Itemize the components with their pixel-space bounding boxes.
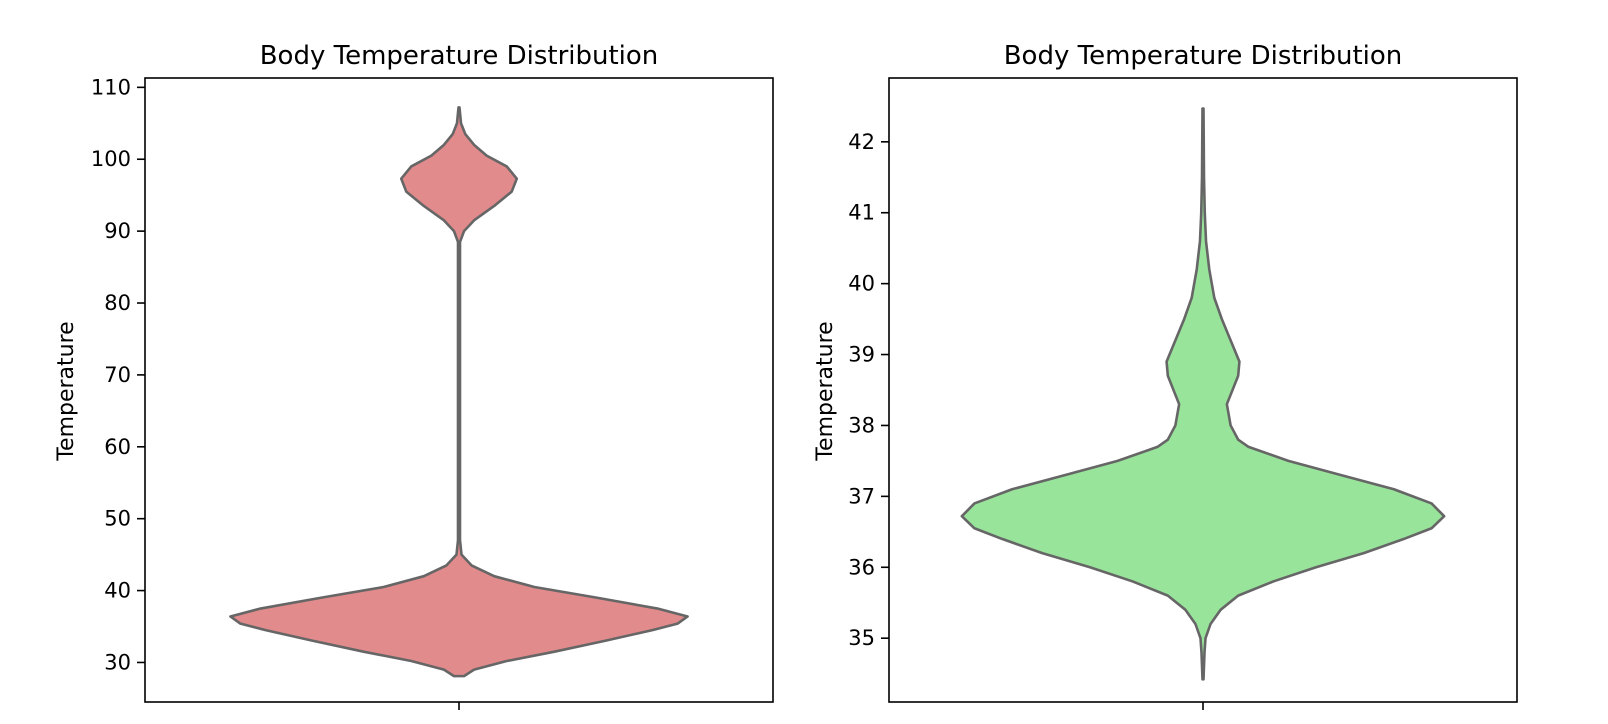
y-tick-label-left: 70 — [104, 363, 131, 387]
y-tick-label-right: 39 — [848, 343, 875, 367]
y-axis-label-right: Temperature — [813, 321, 838, 461]
chart-title-right: Body Temperature Distribution — [1004, 41, 1403, 71]
subplot-right: Body Temperature Distribution Temperatur… — [813, 41, 1518, 710]
y-axis-ticks-left: 30 40 50 60 70 80 90 100 110 — [91, 75, 145, 674]
y-tick-label-left: 90 — [104, 219, 131, 243]
subplot-left: Body Temperature Distribution Temperatur… — [54, 41, 774, 710]
chart-title-left: Body Temperature Distribution — [260, 41, 659, 71]
violin-body-right — [960, 107, 1446, 681]
y-axis-ticks-right: 35 36 37 38 39 40 41 42 — [848, 130, 889, 650]
y-tick-label-left: 30 — [104, 650, 131, 674]
y-tick-label-right: 41 — [848, 201, 875, 225]
y-tick-label-left: 60 — [104, 435, 131, 459]
violin-group-left — [229, 106, 689, 678]
y-tick-label-left: 50 — [104, 507, 131, 531]
violin-group-right — [960, 107, 1446, 681]
y-tick-label-right: 35 — [848, 626, 875, 650]
y-tick-label-right: 38 — [848, 413, 875, 437]
y-tick-label-right: 42 — [848, 130, 875, 154]
y-axis-label-left: Temperature — [54, 321, 79, 461]
y-tick-label-right: 40 — [848, 272, 875, 296]
y-tick-label-left: 80 — [104, 291, 131, 315]
y-tick-label-right: 37 — [848, 484, 875, 508]
y-tick-label-left: 110 — [91, 75, 131, 99]
y-tick-label-left: 100 — [91, 147, 131, 171]
y-tick-label-right: 36 — [848, 555, 875, 579]
y-tick-label-left: 40 — [104, 579, 131, 603]
violin-body-left — [229, 106, 689, 678]
